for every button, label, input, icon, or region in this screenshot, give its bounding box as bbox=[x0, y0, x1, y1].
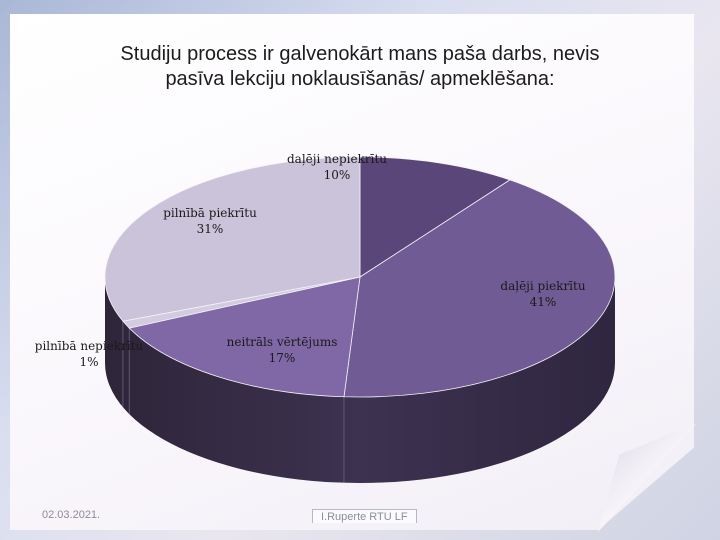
pie-side-band bbox=[105, 277, 615, 483]
pie-slices bbox=[104, 156, 616, 398]
footer-date: 02.03.2021. bbox=[42, 509, 100, 521]
data-label-daleji-nepiekritu: daļēji nepiekrītu 10% bbox=[287, 152, 387, 182]
pie-slice-pilniba-piekritu bbox=[104, 156, 361, 322]
pie-slice-daleji-piekritu bbox=[343, 179, 616, 398]
data-label-neitrals-vertejums: neitrāls vērtējums 17% bbox=[227, 335, 338, 365]
footer-author: I.Ruperte RTU LF bbox=[312, 509, 417, 523]
pie-slice-daleji-nepiekritu bbox=[359, 156, 511, 278]
title-line-1: Studiju process ir galvenokārt mans paša… bbox=[120, 43, 600, 65]
pie-depth bbox=[105, 277, 615, 483]
pie-labels: daļēji nepiekrītu 10% daļēji piekrītu 41% ne… bbox=[35, 152, 586, 369]
data-label-daleji-piekritu: daļēji piekrītu 41% bbox=[500, 279, 585, 309]
chart-title: Studiju process ir galvenokārt mans paša… bbox=[40, 42, 680, 92]
footer-author-text: I.Ruperte RTU LF bbox=[312, 509, 417, 523]
footer-date-text: 02.03.2021. bbox=[42, 509, 101, 521]
data-label-pilniba-nepiekritu: pilnībā nepiekrītu 1% bbox=[35, 339, 144, 369]
data-label-pilniba-piekritu: pilnībā piekrītu 31% bbox=[163, 206, 257, 236]
pie-slice-neitrals-vertejums bbox=[128, 276, 361, 398]
title-line-2: pasīva lekciju noklausīšanās/ apmeklēšan… bbox=[165, 68, 555, 90]
